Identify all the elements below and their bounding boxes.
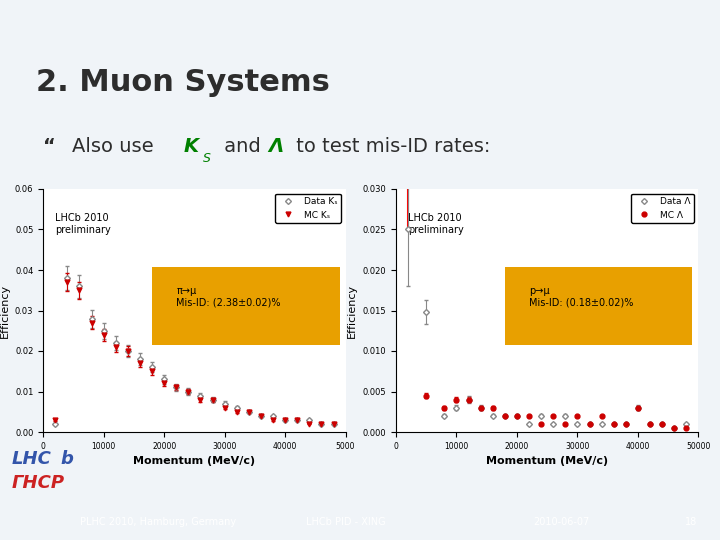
Text: to test mis-ID rates:: to test mis-ID rates: xyxy=(290,137,490,156)
Text: LHCb 2010
preliminary: LHCb 2010 preliminary xyxy=(55,213,111,235)
Text: 18: 18 xyxy=(685,517,698,527)
Text: 2. Muon Systems: 2. Muon Systems xyxy=(36,68,330,97)
Legend: Data Λ, MC Λ: Data Λ, MC Λ xyxy=(631,193,694,223)
X-axis label: Momentum (MeV/c): Momentum (MeV/c) xyxy=(133,456,256,466)
Text: Also use: Also use xyxy=(72,137,160,156)
FancyBboxPatch shape xyxy=(505,267,693,345)
Text: ΓHCP: ΓHCP xyxy=(12,474,65,492)
Text: S: S xyxy=(203,152,211,165)
X-axis label: Momentum (MeV/c): Momentum (MeV/c) xyxy=(486,456,608,466)
Text: K: K xyxy=(184,137,199,156)
Text: b: b xyxy=(60,450,73,468)
Text: 2010-06-07: 2010-06-07 xyxy=(534,517,590,527)
Y-axis label: Efficiency: Efficiency xyxy=(0,284,9,338)
Text: Λ: Λ xyxy=(269,137,284,156)
Legend: Data Kₛ, MC Kₛ: Data Kₛ, MC Kₛ xyxy=(275,193,341,223)
Text: PLHC 2010, Hamburg, Germany: PLHC 2010, Hamburg, Germany xyxy=(81,517,236,527)
Text: and: and xyxy=(218,137,267,156)
Text: π→μ
Mis-ID: (2.38±0.02)%: π→μ Mis-ID: (2.38±0.02)% xyxy=(176,286,281,308)
Text: LHCb 2010
preliminary: LHCb 2010 preliminary xyxy=(408,213,464,235)
Text: LHCb PID - XING: LHCb PID - XING xyxy=(306,517,385,527)
FancyBboxPatch shape xyxy=(152,267,340,345)
Text: p→μ
Mis-ID: (0.18±0.02)%: p→μ Mis-ID: (0.18±0.02)% xyxy=(529,286,634,308)
Y-axis label: Efficiency: Efficiency xyxy=(347,284,357,338)
Text: “: “ xyxy=(43,137,56,156)
Text: LHC: LHC xyxy=(12,450,51,468)
